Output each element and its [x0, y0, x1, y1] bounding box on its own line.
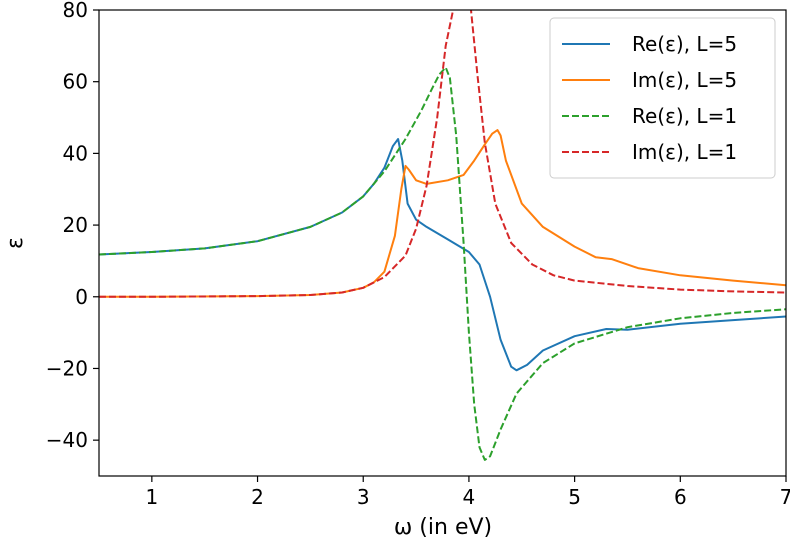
y-tick-label: 60	[63, 70, 88, 94]
x-axis: 1 2 3 4 5 6 7	[145, 476, 790, 509]
x-tick-label: 5	[568, 485, 581, 509]
plot-frame	[98, 9, 787, 477]
x-axis-label: ω (in eV)	[394, 515, 492, 540]
legend-frame	[549, 17, 776, 179]
x-tick-label: 6	[674, 485, 687, 509]
x-tick-label: 4	[463, 485, 476, 509]
x-tick-label: 7	[780, 485, 790, 509]
y-tick-label: 20	[63, 213, 88, 237]
y-tick-label: 0	[75, 285, 88, 309]
y-tick-label: −40	[46, 428, 88, 452]
x-tick-label: 3	[357, 485, 370, 509]
legend-label-3: Re(ε), L=1	[632, 104, 737, 128]
x-tick-label: 2	[251, 485, 264, 509]
series-line-4	[99, 10, 786, 298]
legend-label-4: Im(ε), L=1	[632, 140, 737, 164]
series-line-3	[99, 66, 786, 461]
x-tick-label: 1	[145, 485, 158, 509]
legend-label-2: Im(ε), L=5	[632, 68, 737, 92]
y-tick-label: −20	[46, 356, 88, 380]
legend-label-1: Re(ε), L=5	[632, 32, 737, 56]
y-tick-label: 40	[63, 141, 88, 165]
y-axis: −40 −20 0 20 40 60 80	[46, 0, 99, 452]
y-tick-label: 80	[63, 0, 88, 22]
series-layer	[99, 10, 786, 461]
legend: Re(ε), L=5 Im(ε), L=5 Re(ε), L=1 Im(ε), L=1	[549, 17, 776, 179]
y-axis-label: ε	[3, 237, 28, 249]
